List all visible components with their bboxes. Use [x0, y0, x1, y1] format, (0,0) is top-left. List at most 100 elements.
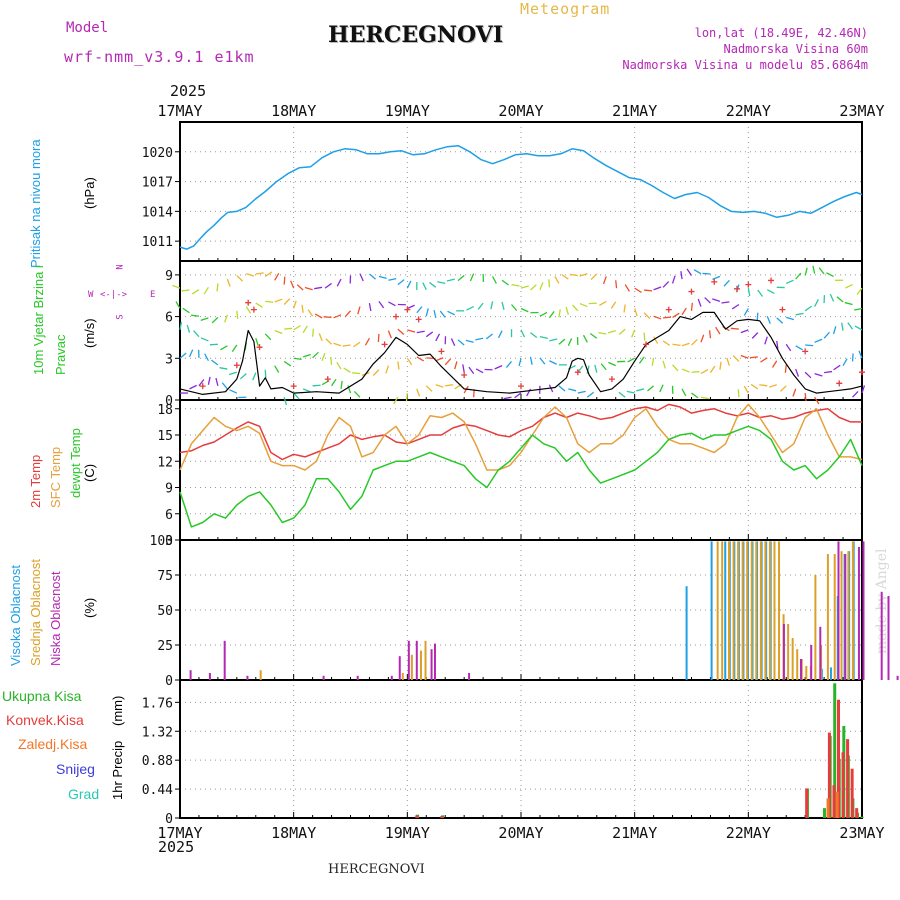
gust-marker [415, 316, 422, 323]
wind-barb [416, 388, 421, 397]
wind-barb [610, 301, 617, 309]
wind-barb [331, 378, 337, 387]
gust-marker [290, 383, 297, 390]
wind-barb [662, 281, 670, 288]
wind-barb [497, 330, 503, 339]
wind-barb [378, 275, 387, 279]
wind-barb [577, 365, 584, 373]
wind-barb [435, 384, 444, 388]
dewpt-line [179, 425, 863, 528]
wind-barb [264, 369, 267, 378]
wind-barb [529, 356, 533, 365]
cloud_low-bar [857, 547, 860, 680]
wind-barb [766, 315, 771, 324]
ytick-label: 1020 [142, 146, 173, 161]
precip_total-bar [822, 808, 826, 818]
cloud_mid-bar [750, 541, 753, 680]
gust-marker [745, 281, 752, 288]
wind-barb [239, 373, 247, 380]
wind-barb [475, 368, 484, 374]
gust-marker [256, 344, 263, 351]
precip_conv-bar [827, 732, 831, 818]
wind-barb [283, 360, 292, 367]
gust-marker [199, 383, 206, 390]
cloud_low-bar [390, 675, 393, 680]
cloud_mid-bar [728, 541, 731, 680]
gust-marker [802, 348, 809, 355]
wind-barb [485, 333, 493, 340]
cloud_low-bar [896, 675, 899, 680]
wind-barb [265, 300, 274, 303]
cloud_mid-bar [847, 551, 850, 680]
xtick-label-top: 22MAY [726, 102, 771, 120]
precip_conv-bar [841, 752, 845, 818]
wind-barb [397, 361, 400, 370]
temperature-panel: 3 6 9 12 15 18 [157, 399, 863, 549]
wind-barb [795, 368, 800, 377]
wind-barb [623, 304, 626, 313]
wind-barb [457, 339, 465, 346]
legend-total-rain: Ukupna Kisa [2, 688, 82, 704]
precip_total-bars [416, 683, 864, 818]
cloud_low-bar [810, 645, 813, 680]
wind-barb [785, 343, 792, 352]
wind-barb [804, 392, 807, 402]
wind-barb [255, 272, 264, 275]
ytick-label: 9 [165, 482, 173, 497]
cloud_low-bar [433, 643, 436, 680]
wind-barb [477, 302, 484, 310]
gust-marker [779, 306, 786, 313]
wind-barb [437, 281, 446, 285]
wind-barb [771, 360, 778, 368]
compass-east: E [150, 290, 156, 300]
wind-barb [274, 330, 283, 334]
wind-barb [407, 304, 415, 310]
wind-barb [618, 391, 626, 398]
wind-barb [236, 310, 239, 319]
wind-barb [712, 298, 721, 303]
ytick-label: 3 [165, 352, 173, 367]
wind-barb [804, 371, 812, 379]
wind-barb [608, 361, 616, 367]
wind-barb [826, 272, 834, 277]
wind-barb [786, 316, 795, 321]
ytick-label: 0 [165, 674, 173, 689]
wind-barb [457, 275, 465, 282]
gust-marker [404, 306, 411, 313]
wind-gusts [199, 277, 865, 390]
cloud_mid-bar [759, 541, 762, 680]
ytick-label: 1014 [142, 205, 173, 220]
wind-barb [653, 286, 662, 291]
wind-barb [229, 389, 238, 394]
cloud_low-bar [880, 591, 883, 680]
gust-marker [859, 369, 865, 376]
wind-barb [530, 284, 537, 291]
wind-barb [530, 332, 538, 339]
wind-barb [804, 305, 813, 312]
wind-barb [344, 310, 351, 318]
wind-barb [203, 286, 209, 295]
wind-barb [323, 316, 332, 319]
wind-barb [179, 352, 187, 359]
wind-barb [845, 284, 853, 289]
wind-barb [568, 388, 577, 392]
wind-barb [579, 273, 588, 277]
cloud_mid-bar [746, 541, 749, 680]
wind-barb [854, 325, 863, 331]
wind-barb [539, 336, 548, 339]
wind-barb [520, 307, 529, 313]
wind-barb [760, 357, 768, 363]
ytick-label: 0 [165, 394, 173, 409]
xtick-label-bottom: 20MAY [498, 824, 543, 842]
pressure-panel: 1011 1014 1017 1020 [142, 121, 863, 262]
wind-barb [567, 338, 573, 347]
wind-barb [200, 337, 209, 342]
wind-barb [454, 361, 458, 370]
wind-barb [579, 302, 588, 308]
wind-barb [704, 297, 711, 304]
wind-barb [721, 301, 730, 304]
wind-barb [681, 368, 690, 373]
cloud_mid-bar [410, 654, 413, 680]
xtick-label-bottom: 19MAY [385, 824, 430, 842]
wind-barb [429, 281, 437, 288]
